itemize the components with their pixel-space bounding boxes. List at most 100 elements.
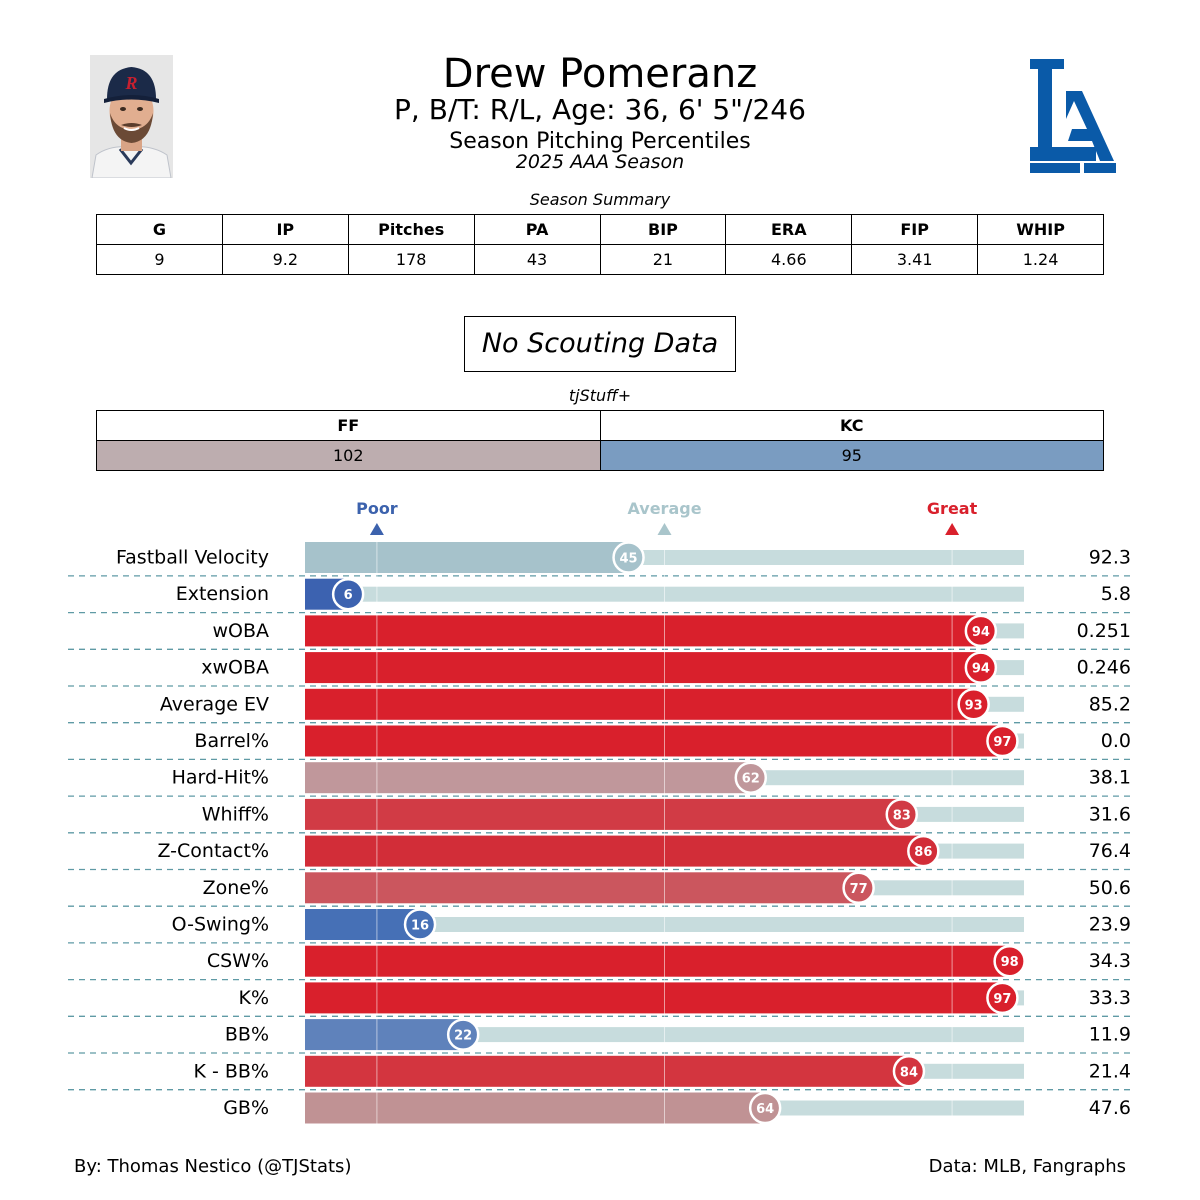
percentile-dot: [964, 614, 998, 648]
category-label: Barrel%: [194, 730, 269, 752]
percentile-label: 97: [993, 735, 1011, 750]
percentile-bar: [305, 798, 902, 830]
tjstuff-val-kc: 95: [599, 440, 1104, 471]
summary-col-bip: BIP: [599, 214, 727, 245]
scale-label-average: Average: [627, 499, 701, 518]
player-bio: P, B/T: R/L, Age: 36, 6' 5"/246: [394, 93, 806, 126]
category-label: CSW%: [207, 950, 269, 972]
category-label: Extension: [176, 583, 269, 605]
summary-val-whip: 1.24: [977, 244, 1104, 275]
summary-col-ip: IP: [221, 214, 349, 245]
category-label: Whiff%: [202, 803, 269, 825]
summary-caption: Season Summary: [529, 190, 671, 209]
percentile-label: 94: [972, 662, 990, 677]
percentile-bar: [305, 835, 924, 867]
stat-value: 0.0: [1101, 730, 1131, 752]
category-label: BB%: [225, 1024, 269, 1046]
tjstuff-header-row: FF KC: [96, 410, 1104, 441]
percentile-label: 16: [411, 919, 429, 934]
scale-label-great: Great: [927, 499, 978, 518]
summary-value-row: 9 9.2 178 43 21 4.66 3.41 1.24: [96, 244, 1104, 275]
summary-col-whip: WHIP: [977, 214, 1104, 245]
category-label: K - BB%: [193, 1060, 269, 1082]
tjstuff-caption: tjStuff+: [568, 386, 632, 405]
percentile-dot: [885, 798, 919, 831]
stat-value: 47.6: [1089, 1097, 1131, 1119]
percentile-dot: [748, 1091, 782, 1125]
summary-val-bip: 21: [599, 244, 727, 275]
percentile-dot: [964, 651, 998, 684]
category-label: Hard-Hit%: [172, 767, 269, 789]
percentile-bar: [305, 1055, 909, 1087]
category-label: K%: [238, 987, 269, 1009]
percentile-bar: [305, 1019, 464, 1051]
tjstuff-value-row: 102 95: [96, 440, 1104, 471]
category-label: wOBA: [212, 620, 269, 642]
stat-value: 38.1: [1089, 767, 1131, 789]
team-logo: [1022, 55, 1117, 180]
stat-value: 76.4: [1089, 840, 1131, 862]
percentile-label: 45: [620, 552, 638, 567]
percentile-dot: [446, 1018, 480, 1051]
percentile-bar: [305, 945, 1010, 977]
scale-marker-great: [945, 523, 960, 535]
summary-table: G IP Pitches PA BIP ERA FIP WHIP 9 9.2 1…: [96, 214, 1104, 275]
percentile-label: 98: [1001, 955, 1019, 970]
stat-value: 34.3: [1089, 950, 1131, 972]
stat-value: 21.4: [1089, 1060, 1131, 1082]
percentile-bar: [305, 1092, 766, 1124]
summary-val-fip: 3.41: [851, 244, 979, 275]
summary-val-ip: 9.2: [221, 244, 349, 275]
summary-col-fip: FIP: [851, 214, 979, 245]
percentile-dot: [331, 577, 365, 611]
stat-value: 0.251: [1077, 620, 1131, 642]
tjstuff-val-ff: 102: [96, 440, 601, 471]
category-label: O-Swing%: [172, 914, 269, 936]
summary-val-g: 9: [96, 244, 223, 275]
percentile-label: 83: [893, 808, 911, 823]
percentile-bar: [305, 762, 751, 794]
scouting-box: No Scouting Data: [464, 316, 736, 372]
summary-col-pa: PA: [473, 214, 601, 245]
stat-value: 23.9: [1089, 914, 1131, 936]
tjstuff-table: FF KC 102 95: [96, 410, 1104, 471]
season-label: 2025 AAA Season: [515, 151, 685, 173]
percentile-label: 93: [965, 698, 983, 713]
category-label: Z-Contact%: [157, 840, 269, 862]
percentile-label: 94: [972, 625, 990, 640]
scale-marker-average: [657, 523, 672, 535]
percentile-bar: [305, 542, 629, 573]
summary-val-pitches: 178: [347, 244, 475, 275]
category-label: GB%: [223, 1097, 269, 1119]
percentile-dot: [403, 908, 437, 941]
tjstuff-col-kc: KC: [599, 410, 1104, 441]
scale-label-poor: Poor: [356, 499, 398, 518]
summary-val-era: 4.66: [725, 244, 853, 275]
percentile-dot: [612, 541, 645, 574]
summary-col-pitches: Pitches: [347, 214, 475, 245]
percentile-label: 84: [900, 1065, 918, 1080]
percentile-dot: [957, 688, 990, 721]
percentile-bar: [305, 688, 974, 720]
stat-value: 11.9: [1089, 1024, 1131, 1046]
percentile-label: 22: [454, 1029, 472, 1044]
percentile-bar: [305, 982, 1003, 1014]
percentile-bar: [305, 652, 981, 684]
stat-value: 31.6: [1089, 803, 1131, 825]
category-label: Average EV: [160, 693, 269, 715]
player-name: Drew Pomeranz: [442, 51, 758, 97]
percentile-dot: [892, 1055, 926, 1088]
player-headshot: R: [90, 55, 173, 178]
summary-col-g: G: [96, 214, 223, 245]
percentile-dot: [907, 834, 940, 868]
category-label: Fastball Velocity: [116, 547, 269, 569]
category-label: Zone%: [203, 877, 269, 899]
stat-value: 5.8: [1101, 583, 1131, 605]
percentile-bar: [305, 872, 859, 904]
footer-credit: By: Thomas Nestico (@TJStats): [74, 1156, 352, 1177]
stat-value: 0.246: [1077, 657, 1131, 679]
tjstuff-col-ff: FF: [96, 410, 601, 441]
summary-val-pa: 43: [473, 244, 601, 275]
percentile-label: 6: [344, 588, 353, 603]
percentile-bar: [305, 909, 421, 940]
